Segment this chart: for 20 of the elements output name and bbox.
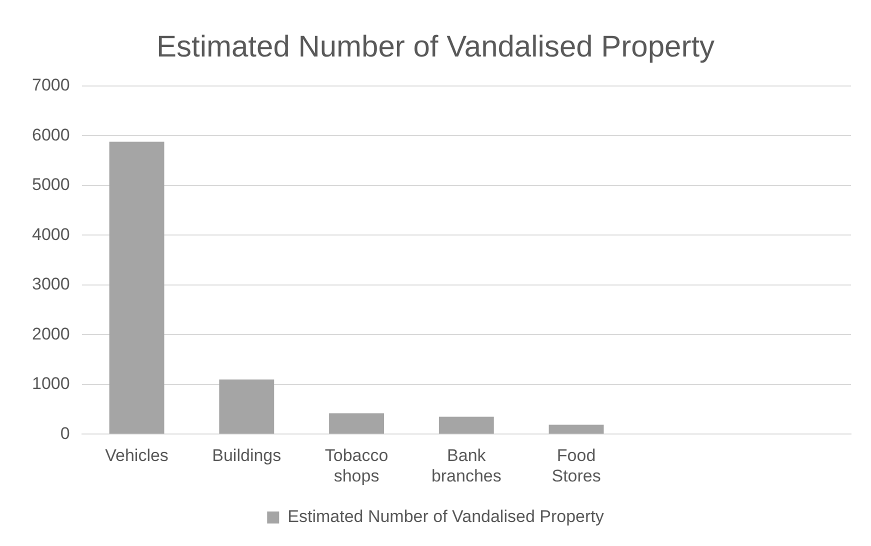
x-tick-label: Tobacco shops (324, 446, 388, 486)
bar (219, 379, 274, 434)
y-tick-label: 7000 (32, 76, 70, 95)
y-tick-label: 2000 (32, 324, 70, 344)
y-tick-label: 0 (60, 424, 70, 443)
y-tick-label: 5000 (32, 175, 70, 194)
x-tick-label: Food Stores (552, 446, 601, 486)
y-tick-label: 1000 (32, 374, 70, 394)
y-tick-label: 3000 (32, 274, 70, 294)
y-tick-label: 6000 (32, 125, 70, 144)
legend-label: Estimated Number of Vandalised Property (288, 507, 604, 526)
bar (109, 142, 164, 434)
bar (438, 416, 494, 434)
bar (329, 413, 384, 434)
x-tick-label: Vehicles (105, 446, 168, 466)
x-tick-label: Bank branches (431, 446, 502, 486)
chart-title: Estimated Number of Vandalised Property (156, 30, 715, 64)
bar (548, 424, 604, 434)
x-tick-label: Buildings (212, 446, 282, 466)
y-tick-label: 4000 (32, 224, 70, 244)
